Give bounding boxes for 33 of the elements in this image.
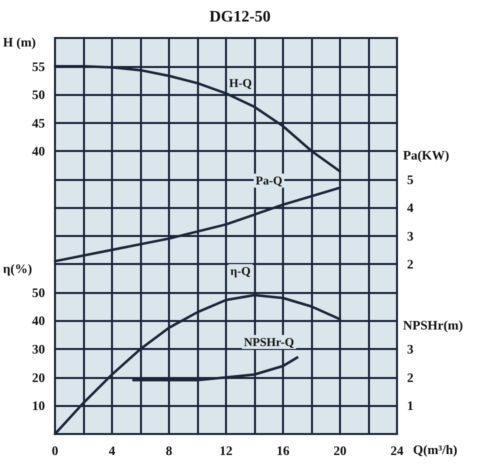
series-label: NPSHr-Q	[244, 335, 294, 350]
y-axis-title: H (m)	[3, 34, 36, 50]
y-tick-label: 55	[32, 58, 46, 74]
series-label: η-Q	[230, 264, 251, 278]
y2-axis-title: Pa(KW)	[403, 148, 450, 163]
y2-tick-label: 5	[407, 172, 414, 187]
y2-tick-label: 2	[407, 256, 414, 272]
x-tick-label: 4	[108, 443, 116, 458]
chart-title: DG12-50	[209, 8, 271, 26]
y-tick-label: 10	[32, 398, 45, 414]
x-tick-label: 8	[166, 443, 173, 458]
y-tick-label: 45	[32, 115, 46, 130]
x-tick-label: 20	[334, 443, 346, 458]
y-tick-label: 20	[32, 370, 45, 386]
y-tick-label: 40	[32, 144, 45, 158]
x-tick-label: 12	[220, 443, 232, 458]
y2-axis-title: NPSHr(m)	[403, 318, 463, 333]
y2-tick-label: 1	[407, 398, 414, 414]
y2-tick-label: 3	[407, 228, 414, 244]
series-label: H-Q	[229, 76, 252, 90]
y2-tick-label: 3	[407, 342, 414, 357]
x-tick-label: 24	[390, 443, 404, 458]
y-tick-label: 40	[32, 313, 45, 328]
series-label: Pa-Q	[256, 174, 282, 188]
y-tick-label: 50	[32, 285, 45, 300]
y2-tick-label: 4	[407, 200, 414, 215]
y-axis-title: η(%)	[3, 261, 32, 276]
y-tick-label: 30	[32, 342, 45, 357]
y2-tick-label: 2	[407, 370, 414, 386]
x-tick-label: 16	[276, 443, 290, 458]
x-axis-title: Q(m³/h)	[413, 442, 458, 458]
x-tick-label: 0	[52, 443, 58, 458]
y-tick-label: 50	[32, 87, 45, 102]
